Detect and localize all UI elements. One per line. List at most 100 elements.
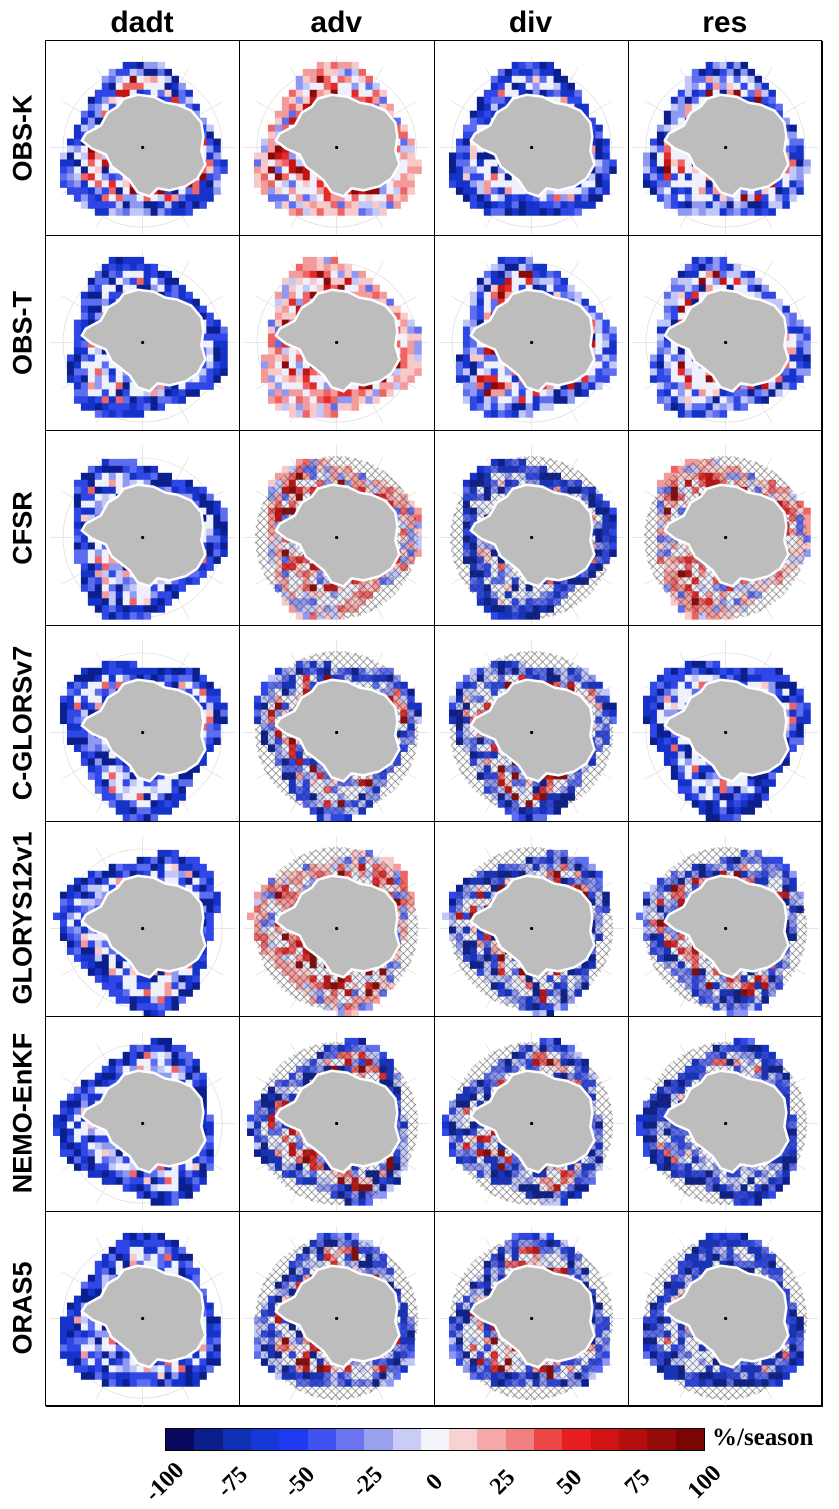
map-panel-glorys12v1-adv (240, 821, 435, 1017)
colorbar-tick-labels: -100 -75 -50 -25 0 25 50 75 100 (0, 1455, 839, 1509)
map-panel-obs-k-dadt (46, 41, 241, 237)
polar-map (438, 250, 624, 431)
colorbar-tick-label: 0 (421, 1468, 449, 1496)
row-label-cfsr: CFSR (0, 430, 45, 625)
antarctica-landmass (468, 678, 596, 784)
polar-map (244, 1225, 430, 1406)
polar-map (50, 1225, 236, 1406)
map-panel-cfsr-res (628, 431, 823, 627)
colorbar-tick-label: -100 (139, 1457, 190, 1507)
colorbar-tick-label: 50 (551, 1464, 588, 1500)
map-panel-oras5-adv (240, 1211, 435, 1407)
polar-map (50, 835, 236, 1016)
south-pole-marker (723, 1121, 727, 1125)
polar-map (438, 1030, 624, 1211)
colorbar-swatch (675, 1429, 704, 1450)
antarctica-landmass (80, 678, 207, 784)
map-panel-obs-t-res (628, 236, 823, 432)
polar-map (50, 54, 236, 236)
map-panel-oras5-div (434, 1211, 629, 1407)
south-pole-marker (141, 145, 145, 150)
south-pole-marker (335, 341, 339, 345)
row-label-nemo-enkf: NEMO-EnKF (0, 1016, 45, 1211)
column-header-adv: adv (310, 6, 363, 39)
antarctica-landmass (80, 288, 207, 393)
map-panel-oras5-res (628, 1211, 823, 1407)
map-panel-cfsr-dadt (46, 431, 241, 627)
south-pole-marker (529, 536, 533, 540)
antarctica-landmass (80, 1264, 207, 1369)
antarctica-landmass (274, 288, 401, 393)
antarctica-landmass (663, 93, 790, 198)
colorbar-swatch (590, 1429, 619, 1450)
antarctica-landmass (80, 93, 207, 198)
colorbar-unit-label: %/season (712, 1424, 814, 1451)
polar-map (50, 1030, 236, 1211)
antarctica-landmass (274, 1069, 401, 1174)
antarctica-landmass (274, 678, 401, 784)
row-label-glorys12v1: GLORYS12v1 (0, 821, 45, 1016)
polar-map (438, 640, 624, 821)
colorbar-swatch (619, 1429, 648, 1450)
map-panel-nemo-enkf-div (434, 1016, 629, 1212)
antarctica-landmass (468, 874, 596, 979)
map-panel-c-glorsv7-res (628, 626, 823, 822)
colorbar-swatch (166, 1429, 195, 1450)
colorbar-swatch (194, 1429, 223, 1450)
colorbar-swatch (420, 1429, 450, 1450)
polar-map (632, 445, 818, 626)
colorbar-swatch (392, 1429, 421, 1450)
map-panel-nemo-enkf-dadt (46, 1016, 241, 1212)
row-label-c-glorsv7: C-GLORSv7 (0, 625, 45, 820)
column-header-div: div (508, 6, 553, 39)
row-label-oras5: ORAS5 (0, 1211, 45, 1406)
polar-map (244, 54, 430, 236)
south-pole-marker (335, 145, 339, 150)
polar-map (632, 54, 818, 236)
south-pole-marker (335, 536, 339, 540)
antarctica-landmass (468, 483, 596, 589)
row-label-text: ORAS5 (7, 1261, 37, 1355)
antarctica-landmass (663, 678, 790, 784)
polar-map (244, 835, 430, 1016)
antarctica-landmass (274, 874, 401, 979)
polar-map (632, 1030, 818, 1211)
row-labels: OBS-K OBS-T CFSR C-GLORSv7 GLORYS12v1 NEMO-En… (0, 40, 45, 1406)
row-label-obs-t: OBS-T (0, 235, 45, 430)
antarctica-landmass (468, 93, 596, 198)
south-pole-marker (335, 731, 339, 735)
map-panel-obs-t-adv (240, 236, 435, 432)
polar-map (244, 640, 430, 821)
south-pole-marker (529, 926, 533, 930)
map-panel-glorys12v1-res (628, 821, 823, 1017)
south-pole-marker (723, 536, 727, 540)
map-panel-c-glorsv7-adv (240, 626, 435, 822)
colorbar-swatch (449, 1429, 478, 1450)
colorbar-swatch (562, 1429, 591, 1450)
south-pole-marker (335, 1316, 339, 1320)
map-panel-nemo-enkf-res (628, 1016, 823, 1212)
colorbar-swatch (222, 1429, 251, 1450)
colorbar-swatch (505, 1429, 535, 1450)
row-label-obs-k: OBS-K (0, 40, 45, 235)
antarctica-landmass (274, 483, 401, 589)
row-label-text: C-GLORSv7 (7, 645, 37, 801)
row-label-text: OBS-K (7, 94, 37, 181)
colorbar-swatch (307, 1429, 336, 1450)
polar-map (244, 1030, 430, 1211)
map-panel-cfsr-div (434, 431, 629, 627)
south-pole-marker (723, 145, 727, 150)
polar-map (632, 250, 818, 431)
colorbar-tick-label: 75 (619, 1464, 655, 1500)
south-pole-marker (141, 1316, 145, 1320)
colorbar-tick-label: -50 (279, 1461, 321, 1503)
map-panel-oras5-dadt (46, 1211, 241, 1407)
south-pole-marker (529, 341, 533, 345)
map-panel-c-glorsv7-dadt (46, 626, 241, 822)
south-pole-marker (141, 1121, 145, 1125)
south-pole-marker (529, 1121, 533, 1125)
antarctica-landmass (468, 1069, 596, 1174)
south-pole-marker (723, 926, 727, 930)
polar-map (50, 250, 236, 431)
polar-map (50, 640, 236, 821)
